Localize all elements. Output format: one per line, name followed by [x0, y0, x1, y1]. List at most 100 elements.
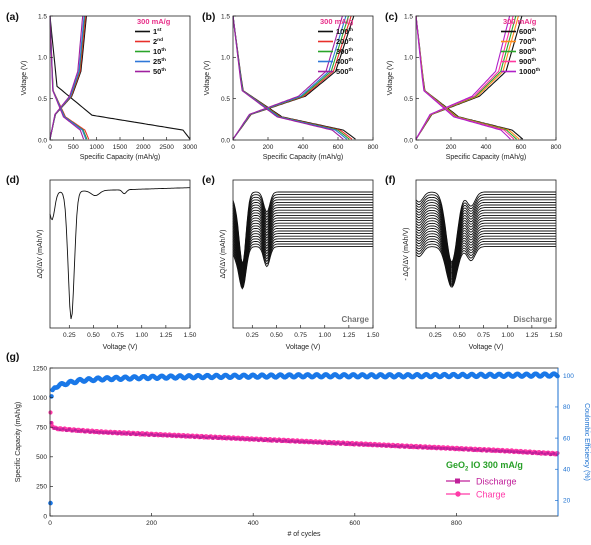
panel-c: 0 200 400 600 800 0.0 0.5 1.0 1.5 Specific Capaci… [385, 11, 562, 161]
discharge-point [366, 443, 370, 446]
discharge-point [67, 428, 71, 431]
dqdv-curve [415, 222, 556, 277]
discharge-point [549, 453, 553, 456]
discharge-point [473, 449, 477, 452]
discharge-point [439, 447, 443, 450]
discharge-point [320, 441, 324, 445]
x-axis-label: Specific Capacity (mAh/g) [446, 154, 527, 161]
discharge-point [61, 427, 65, 431]
discharge-point [211, 436, 214, 440]
legend-label: 100th [336, 27, 353, 36]
x-tick-label: 0.50 [270, 332, 283, 339]
discharge-point [183, 434, 187, 438]
x-tick-label: 800 [451, 520, 462, 527]
discharge-point [141, 433, 144, 437]
series-c-4 [415, 15, 511, 140]
discharge-point [229, 437, 233, 441]
discharge-point [387, 444, 391, 447]
y2-tick-label: 40 [563, 467, 571, 474]
dqdv-curve [415, 204, 556, 269]
dqdv-curve [232, 194, 373, 266]
discharge-point [378, 444, 382, 447]
panel-label: (f) [385, 174, 396, 186]
discharge-curve [232, 15, 344, 140]
discharge-point [546, 451, 550, 455]
discharge-point [528, 450, 531, 454]
y-tick-label: 1000 [33, 395, 48, 402]
discharge-point [177, 434, 181, 438]
discharge-point [311, 440, 315, 444]
discharge-point [427, 446, 431, 450]
dqdv-curve [232, 240, 373, 288]
x-tick-label: 500 [68, 144, 79, 151]
discharge-point [506, 449, 510, 453]
panel-label: (a) [6, 11, 19, 23]
y-axis-label: Voltage (V) [387, 61, 394, 96]
charge-curve [232, 15, 347, 140]
dqdv-curve [415, 191, 556, 263]
discharge-point [516, 450, 519, 454]
legend-label: 1000th [519, 67, 540, 76]
legend-marker [455, 478, 460, 484]
discharge-point [86, 429, 89, 433]
discharge-point [336, 441, 339, 445]
legend-title: 300 mA/g [503, 17, 537, 26]
discharge-curve [415, 15, 511, 140]
discharge-point [116, 432, 120, 435]
y-tick-label: 1.0 [221, 55, 230, 62]
discharge-point [345, 443, 349, 446]
panel-annotation: Discharge [513, 315, 552, 324]
discharge-point [455, 447, 458, 451]
x-axis-label: Voltage (V) [286, 344, 321, 351]
discharge-point [156, 433, 160, 437]
y2-tick-label: 100 [563, 373, 574, 380]
discharge-point [442, 447, 446, 450]
legend-label: 200th [336, 37, 353, 46]
dqdv-curve [415, 227, 556, 280]
x-tick-label: 1.50 [367, 332, 380, 339]
discharge-point [384, 444, 388, 448]
x-tick-label: 2500 [159, 144, 174, 151]
y-tick-label: 0.5 [221, 96, 230, 103]
discharge-point [323, 441, 327, 444]
legend-title: 300 mA/g [320, 17, 354, 26]
dqdv-curve [49, 187, 190, 320]
dqdv-curve [232, 212, 373, 275]
dqdv-curve [232, 222, 373, 280]
y2-tick-label: 20 [563, 498, 571, 505]
y2-axis-label: Coulombic Efficiency (%) [583, 403, 590, 481]
x-tick-label: 0.50 [453, 332, 466, 339]
legend-label: 400th [336, 57, 353, 66]
discharge-point [461, 448, 464, 452]
x-tick-label: 0 [414, 144, 418, 151]
x-tick-label: 1500 [113, 144, 128, 151]
discharge-point [232, 437, 236, 440]
ce-series [48, 371, 560, 506]
discharge-point [479, 449, 483, 453]
discharge-point [269, 439, 272, 443]
dqdv-curve [415, 217, 556, 275]
discharge-point [333, 442, 336, 446]
discharge-point [208, 435, 211, 439]
discharge-point [317, 440, 321, 444]
x-tick-label: 1.50 [550, 332, 563, 339]
discharge-point [354, 442, 358, 446]
discharge-point [49, 421, 53, 424]
x-tick-label: 1.00 [501, 332, 514, 339]
discharge-point [159, 434, 163, 437]
discharge-point [153, 434, 156, 437]
dqdv-curve [415, 214, 556, 274]
discharge-point [339, 442, 342, 446]
x-axis-label: Specific Capacity (mAh/g) [80, 154, 161, 161]
legend-label: 50th [153, 67, 166, 76]
x-tick-label: 0 [231, 144, 235, 151]
y-axis-label: ΔQ/ΔV (mAh/V) [220, 229, 227, 278]
dqdv-curve [232, 199, 373, 269]
discharge-point [180, 435, 184, 438]
x-axis-label: Voltage (V) [103, 344, 138, 351]
y-tick-label: 0.0 [38, 137, 47, 144]
discharge-point [278, 438, 281, 442]
y-axis-label: - ΔQ/ΔV (mAh/V) [403, 228, 410, 281]
discharge-point [327, 442, 330, 445]
panel-g: 0 200 400 600 800 0 250 500 750 1000 1250 20 40 60 80 1… [6, 351, 590, 538]
